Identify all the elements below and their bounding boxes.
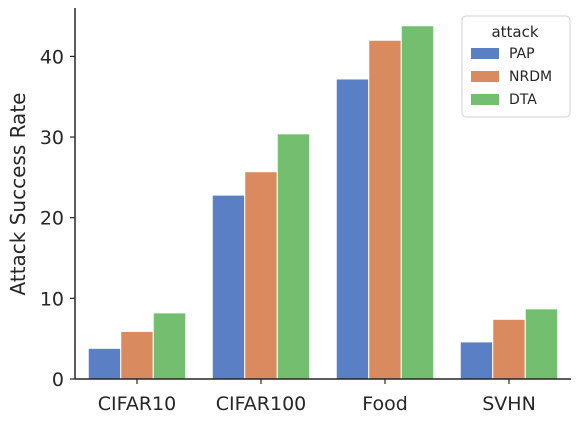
legend-label-pap: PAP <box>509 46 535 62</box>
bar-pap-food <box>335 78 370 380</box>
legend-title: attack <box>491 23 538 41</box>
y-tick-label: 40 <box>40 46 64 68</box>
bar-pap-cifar100 <box>211 194 246 380</box>
bar-pap-cifar10 <box>87 347 122 380</box>
bars <box>87 25 559 380</box>
x-ticks: CIFAR10 CIFAR100 Food SVHN <box>98 379 536 415</box>
x-tick-label: CIFAR10 <box>98 393 176 415</box>
legend: attack PAP NRDM DTA <box>461 15 571 118</box>
bar-nrdm-food <box>368 39 402 380</box>
bar-pap-svhn <box>459 341 494 380</box>
bar-nrdm-cifar10 <box>120 330 154 380</box>
legend-box <box>461 15 571 118</box>
y-ticks: 0 10 20 30 40 <box>40 46 75 391</box>
x-tick-label: Food <box>362 393 408 415</box>
y-tick-label: 0 <box>52 369 64 391</box>
legend-items: PAP NRDM DTA <box>471 46 552 108</box>
legend-swatch-nrdm <box>471 71 499 82</box>
legend-label-dta: DTA <box>509 92 537 108</box>
x-tick-label: SVHN <box>482 393 536 415</box>
bar-nrdm-svhn <box>492 318 526 380</box>
bar-dta-svhn <box>524 308 559 380</box>
bar-nrdm-cifar100 <box>244 171 278 380</box>
bar-dta-cifar100 <box>276 133 311 380</box>
bar-dta-food <box>400 25 435 380</box>
y-tick-label: 10 <box>40 288 64 310</box>
legend-swatch-dta <box>471 94 499 105</box>
legend-swatch-pap <box>471 48 499 59</box>
legend-label-nrdm: NRDM <box>509 69 552 85</box>
y-axis-title: Attack Success Rate <box>6 93 30 296</box>
x-tick-label: CIFAR100 <box>216 393 307 415</box>
y-tick-label: 20 <box>40 208 64 230</box>
bar-dta-cifar10 <box>152 312 187 380</box>
y-tick-label: 30 <box>40 127 64 149</box>
